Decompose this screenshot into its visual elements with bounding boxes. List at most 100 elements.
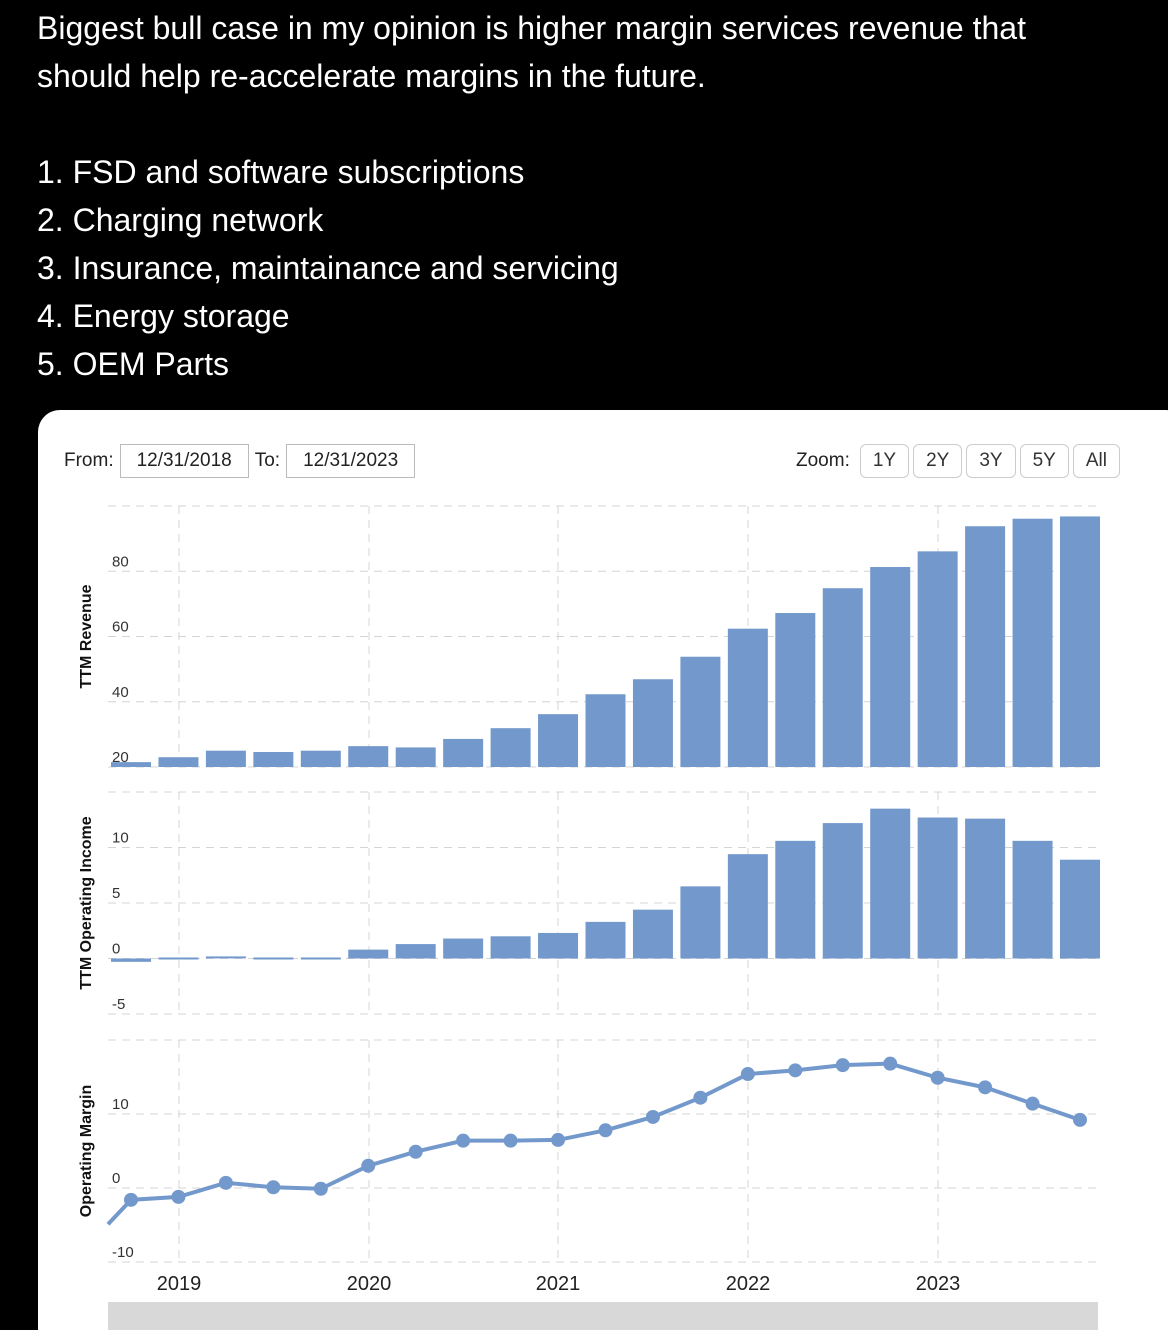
bar bbox=[443, 938, 484, 959]
bar bbox=[348, 949, 389, 959]
data-point bbox=[978, 1080, 993, 1095]
data-point bbox=[361, 1158, 376, 1173]
y-tick-label: 40 bbox=[112, 684, 129, 701]
data-point bbox=[693, 1090, 708, 1105]
y-tick-label: -10 bbox=[112, 1244, 134, 1261]
y-tick-label: 0 bbox=[112, 1170, 120, 1187]
bar bbox=[538, 714, 579, 767]
bar bbox=[680, 886, 721, 959]
bar bbox=[822, 588, 863, 767]
to-label: To: bbox=[254, 450, 281, 471]
bar bbox=[158, 757, 199, 767]
y-tick-label: -5 bbox=[112, 996, 125, 1013]
data-point bbox=[313, 1181, 328, 1196]
x-tick-label: 2023 bbox=[916, 1273, 961, 1295]
x-tick-label: 2020 bbox=[347, 1273, 392, 1295]
bar bbox=[348, 746, 389, 767]
data-point bbox=[551, 1132, 566, 1147]
zoom-all-button[interactable]: All bbox=[1072, 444, 1120, 478]
list-item: 1. FSD and software subscriptions bbox=[37, 154, 525, 190]
bar bbox=[870, 808, 911, 959]
data-point bbox=[1025, 1096, 1040, 1111]
x-tick-label: 2022 bbox=[726, 1273, 771, 1295]
zoom-5y-button[interactable]: 5Y bbox=[1019, 444, 1069, 478]
bar bbox=[585, 694, 626, 767]
bar bbox=[775, 840, 816, 959]
bar bbox=[917, 551, 958, 767]
data-point bbox=[930, 1070, 945, 1085]
tweet-text: Biggest bull case in my opinion is highe… bbox=[37, 4, 1137, 388]
chart-svg: 20 40 60 80 TTM Revenue -5 0 5 10 TTM Operating I… bbox=[78, 505, 1100, 1295]
y-tick-label: 20 bbox=[112, 749, 129, 766]
bar bbox=[111, 958, 151, 962]
data-point bbox=[124, 1192, 138, 1207]
zoom-label: Zoom: bbox=[796, 450, 850, 471]
bar bbox=[727, 628, 768, 767]
bar bbox=[632, 909, 673, 959]
axis-title: TTM Revenue bbox=[78, 584, 95, 688]
to-date-input[interactable]: 12/31/2023 bbox=[286, 444, 416, 478]
bar bbox=[253, 957, 294, 960]
bar bbox=[680, 656, 721, 767]
bar bbox=[300, 750, 341, 767]
list-item: 4. Energy storage bbox=[37, 298, 290, 334]
bar bbox=[1060, 516, 1100, 767]
data-point bbox=[835, 1058, 850, 1073]
data-point bbox=[883, 1056, 898, 1071]
series-line bbox=[106, 1061, 1081, 1226]
zoom-3y-button[interactable]: 3Y bbox=[966, 444, 1016, 478]
bar bbox=[395, 747, 436, 767]
chart-card: From: 12/31/2018 To: 12/31/2023 Zoom: 1Y… bbox=[38, 410, 1168, 1330]
data-point bbox=[408, 1144, 423, 1159]
list-item: 2. Charging network bbox=[37, 202, 324, 238]
axis-title: Operating Margin bbox=[78, 1085, 95, 1217]
bar bbox=[585, 921, 626, 959]
data-point bbox=[1073, 1112, 1087, 1127]
bar bbox=[253, 751, 294, 767]
bar bbox=[727, 854, 768, 959]
y-tick-label: 80 bbox=[112, 553, 129, 570]
bar bbox=[158, 957, 199, 960]
x-tick-label: 2021 bbox=[536, 1273, 581, 1295]
data-point bbox=[788, 1063, 803, 1078]
zoom-1y-button[interactable]: 1Y bbox=[859, 444, 910, 478]
y-tick-label: 0 bbox=[112, 941, 120, 958]
tweet-line: should help re-accelerate margins in the… bbox=[37, 58, 706, 94]
bar bbox=[443, 738, 484, 767]
bar bbox=[111, 762, 151, 767]
bar bbox=[870, 567, 911, 767]
data-point bbox=[740, 1067, 755, 1082]
data-point bbox=[218, 1175, 233, 1190]
data-point bbox=[598, 1123, 613, 1138]
bar bbox=[300, 957, 341, 960]
navigator-scrollbar[interactable] bbox=[108, 1302, 1098, 1330]
bar bbox=[490, 936, 531, 959]
from-date-input[interactable]: 12/31/2018 bbox=[119, 444, 249, 478]
data-point bbox=[171, 1189, 186, 1204]
bar bbox=[205, 750, 246, 767]
bar bbox=[822, 823, 863, 959]
x-tick-label: 2019 bbox=[157, 1273, 202, 1295]
date-range: From: 12/31/2018 To: 12/31/2023 bbox=[64, 444, 421, 478]
y-tick-label: 5 bbox=[112, 885, 120, 902]
list-item: 5. OEM Parts bbox=[37, 346, 230, 382]
y-tick-label: 10 bbox=[112, 830, 129, 847]
axis-title: TTM Operating Income bbox=[78, 816, 95, 989]
data-point bbox=[456, 1133, 471, 1148]
zoom-2y-button[interactable]: 2Y bbox=[913, 444, 963, 478]
bar bbox=[1060, 859, 1100, 959]
bar bbox=[1012, 518, 1053, 767]
data-point bbox=[645, 1109, 660, 1124]
y-tick-label: 60 bbox=[112, 619, 129, 636]
bar bbox=[490, 728, 531, 767]
data-point bbox=[503, 1133, 518, 1148]
zoom-controls: Zoom: 1Y 2Y 3Y 5Y All bbox=[796, 444, 1120, 478]
bar bbox=[538, 932, 579, 959]
bar bbox=[917, 817, 958, 959]
data-point bbox=[266, 1180, 281, 1195]
bar bbox=[965, 526, 1006, 767]
bar bbox=[395, 944, 436, 959]
list-item: 3. Insurance, maintainance and servicing bbox=[37, 250, 619, 286]
bar bbox=[775, 613, 816, 767]
bar bbox=[965, 818, 1006, 959]
